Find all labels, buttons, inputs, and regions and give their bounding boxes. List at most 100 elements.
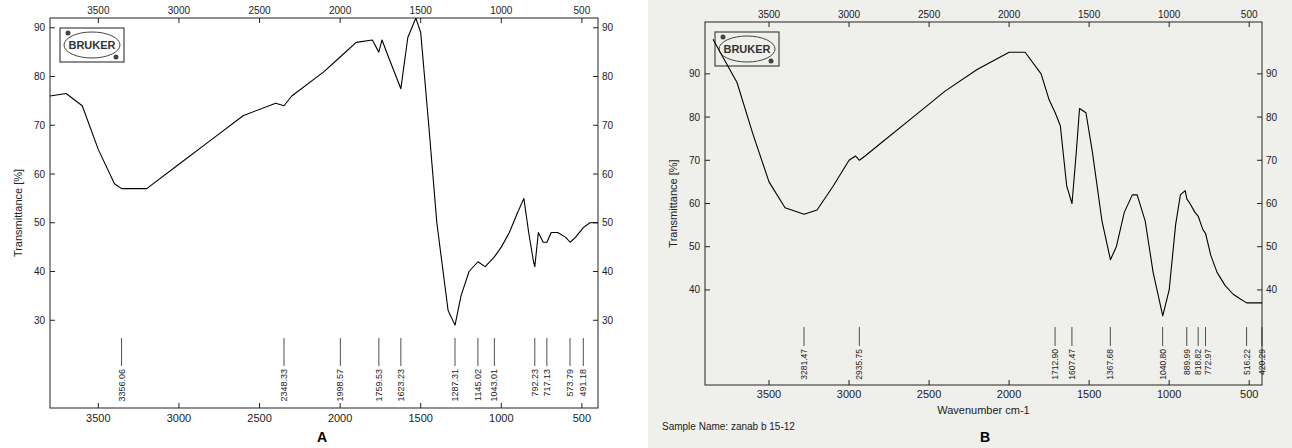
y-tick xyxy=(705,289,710,290)
peak-marker xyxy=(283,338,284,366)
y-tick xyxy=(705,73,710,74)
peak-label: 1712.90 xyxy=(1050,349,1060,380)
x-tick xyxy=(581,18,582,23)
y-tick-label: 30 xyxy=(602,315,614,326)
logo-text: BRUKER xyxy=(723,43,770,55)
peak-label: 1367.68 xyxy=(1105,349,1115,380)
x-tick-label: 3500 xyxy=(87,5,110,16)
peak-marker xyxy=(1110,327,1111,346)
peak-label: 792.23 xyxy=(530,369,540,397)
x-tick-label: 2500 xyxy=(248,5,271,16)
y-axis-title: Transmittance [%] xyxy=(12,169,24,257)
peak-label: 1998.57 xyxy=(335,369,345,402)
spectrum-line xyxy=(50,18,598,325)
peak-marker xyxy=(534,338,535,366)
x-tick-label: 500 xyxy=(573,412,591,424)
logo-dot xyxy=(114,55,119,60)
panel: 3500350030003000250025002000200015001500… xyxy=(648,0,1292,448)
peak-marker xyxy=(1162,327,1163,346)
x-tick-label: 1500 xyxy=(1078,9,1101,20)
peak-marker xyxy=(583,338,584,366)
y-tick xyxy=(1257,117,1262,118)
peak-label: 1040.80 xyxy=(1158,349,1168,380)
x-tick-label: 2500 xyxy=(247,412,271,424)
x-tick-label: 1000 xyxy=(490,5,513,16)
y-tick xyxy=(1257,203,1262,204)
panel: 3500350030003000250025002000200015001500… xyxy=(0,0,644,448)
peak-label: 772.97 xyxy=(1203,349,1213,375)
y-tick xyxy=(1257,289,1262,290)
y-tick-label: 50 xyxy=(34,217,46,228)
x-tick xyxy=(178,403,179,408)
peak-marker xyxy=(859,327,860,346)
x-tick xyxy=(1249,380,1250,385)
panel-letter: B xyxy=(980,429,990,445)
x-axis-title: Wavenumber cm-1 xyxy=(937,404,1030,416)
x-tick-label: 1500 xyxy=(410,5,433,16)
peak-label: 1043.01 xyxy=(489,369,499,402)
x-tick xyxy=(340,403,341,408)
x-tick xyxy=(929,22,930,27)
peak-marker xyxy=(546,338,547,366)
y-tick xyxy=(50,222,55,223)
x-tick-label: 500 xyxy=(574,5,591,16)
x-tick xyxy=(178,18,179,23)
x-tick-label: 2000 xyxy=(998,9,1021,20)
peak-label: 420.29 xyxy=(1257,349,1267,375)
y-tick xyxy=(705,160,710,161)
x-tick-label: 1500 xyxy=(1077,388,1101,400)
x-tick-label: 2000 xyxy=(997,388,1021,400)
y-tick xyxy=(593,320,598,321)
spectrum-line xyxy=(713,39,1262,316)
peak-label: 3281.47 xyxy=(799,349,809,380)
y-tick xyxy=(705,117,710,118)
x-tick-label: 1000 xyxy=(489,412,513,424)
logo-text: BRUKER xyxy=(68,39,115,51)
peak-marker xyxy=(477,338,478,366)
y-tick-label: 30 xyxy=(34,315,46,326)
peak-label: 1607.47 xyxy=(1067,349,1077,380)
x-tick xyxy=(420,18,421,23)
y-axis-title: Transmittance [%] xyxy=(667,159,679,247)
x-tick-label: 3000 xyxy=(838,9,861,20)
peak-label: 516.22 xyxy=(1242,349,1252,375)
logo-ring xyxy=(719,36,775,62)
plot-frame xyxy=(705,22,1262,385)
peak-marker xyxy=(1261,327,1262,346)
y-tick-label: 90 xyxy=(34,22,46,33)
x-tick xyxy=(1089,22,1090,27)
x-tick-label: 3000 xyxy=(167,412,191,424)
x-tick xyxy=(1249,22,1250,27)
peak-label: 1287.31 xyxy=(450,369,460,402)
y-tick-label: 70 xyxy=(602,120,614,131)
x-tick-label: 2000 xyxy=(328,412,352,424)
x-tick xyxy=(929,380,930,385)
y-tick-label: 90 xyxy=(602,22,614,33)
x-tick xyxy=(98,18,99,23)
logo-ring xyxy=(64,32,120,58)
y-tick-label: 40 xyxy=(602,266,614,277)
y-tick-label: 40 xyxy=(34,266,46,277)
peak-marker xyxy=(804,327,805,346)
peak-label: 889.99 xyxy=(1182,349,1192,375)
y-tick-label: 90 xyxy=(1266,68,1278,79)
peak-label: 818.82 xyxy=(1193,349,1203,375)
logo-dot xyxy=(721,35,726,40)
peak-marker xyxy=(1205,327,1206,346)
y-tick-label: 40 xyxy=(1266,284,1278,295)
peak-label: 717.13 xyxy=(542,369,552,397)
peak-marker xyxy=(1055,327,1056,346)
peak-marker xyxy=(569,338,570,366)
x-tick xyxy=(1089,380,1090,385)
y-tick xyxy=(593,271,598,272)
y-tick-label: 50 xyxy=(689,241,701,252)
logo-dot xyxy=(66,31,71,36)
panel-background xyxy=(648,0,1292,448)
y-tick-label: 80 xyxy=(602,71,614,82)
y-tick-label: 60 xyxy=(1266,198,1278,209)
y-tick xyxy=(705,203,710,204)
logo-dot xyxy=(769,59,774,64)
peak-label: 491.18 xyxy=(578,369,588,397)
y-tick xyxy=(50,174,55,175)
x-tick xyxy=(1009,380,1010,385)
